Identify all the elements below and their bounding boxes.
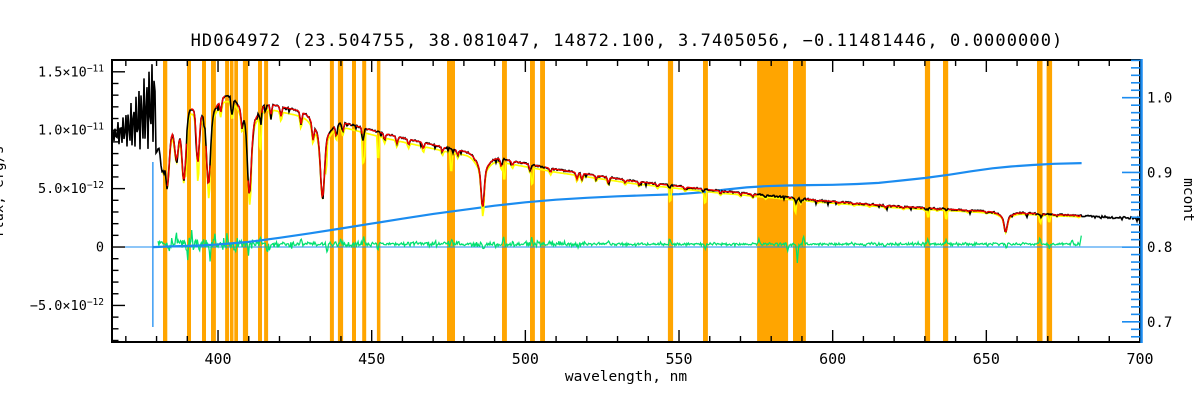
y-right-tick-label: 1.0 [1147,91,1172,107]
masked-band [225,61,230,341]
model-fit-line [166,95,1082,233]
masked-band [337,61,344,341]
masked-model-line [161,100,1081,236]
y-axis-left-label-clipped: flux, erg/s [0,146,7,239]
masked-band [234,61,238,341]
spectrum-curves-group [112,64,1140,328]
masked-band [1046,61,1053,341]
plot-title: HD064972 (23.504755, 38.081047, 14872.10… [191,31,1064,51]
x-tick-label: 400 [204,350,231,368]
masked-bands-group [163,61,1053,341]
y-left-tick-label: 0 [96,240,104,256]
x-tick-label: 700 [1126,350,1153,368]
y-axis-right-label: mcont [1180,178,1196,222]
masked-band [187,61,191,341]
masked-band [230,61,234,341]
masked-band [329,61,334,341]
mcont-line [152,162,1082,249]
masked-band [163,61,168,341]
y-right-tick-label: 0.7 [1147,315,1172,331]
y-left-tick-label: 5.0×10−12 [38,180,104,197]
residual-line [157,229,1082,264]
masked-band [924,61,931,341]
y-left-tick-label: 1.0×10−11 [38,122,104,139]
masked-band [943,61,949,341]
masked-band [362,61,367,341]
masked-band [447,61,455,341]
x-axis-label: wavelength, nm [565,369,687,385]
masked-band [757,61,789,341]
x-tick-label: 500 [512,350,539,368]
masked-band [502,61,507,341]
masked-band [1037,61,1043,341]
masked-band [242,61,249,341]
x-tick-label: 600 [819,350,846,368]
axis-tick-labels-group: 400 450 500 550 600 650 700 1.5×10−11 1.0×10−11 5… [30,63,1172,368]
y-right-tick-label: 0.9 [1147,165,1172,181]
masked-band [352,61,356,341]
masked-band [258,61,262,341]
masked-band [202,61,206,341]
masked-band [376,61,381,341]
axes-group [111,59,1143,343]
plot-border [111,59,1141,343]
y-left-tick-label: −5.0×10−12 [30,297,104,314]
x-tick-label: 550 [665,350,692,368]
y-right-tick-label: 0.8 [1147,240,1172,256]
x-tick-label: 650 [973,350,1000,368]
y-left-tick-label: 1.5×10−11 [38,63,104,80]
masked-band [211,61,216,341]
x-tick-label: 450 [358,350,385,368]
masked-band [264,61,269,341]
